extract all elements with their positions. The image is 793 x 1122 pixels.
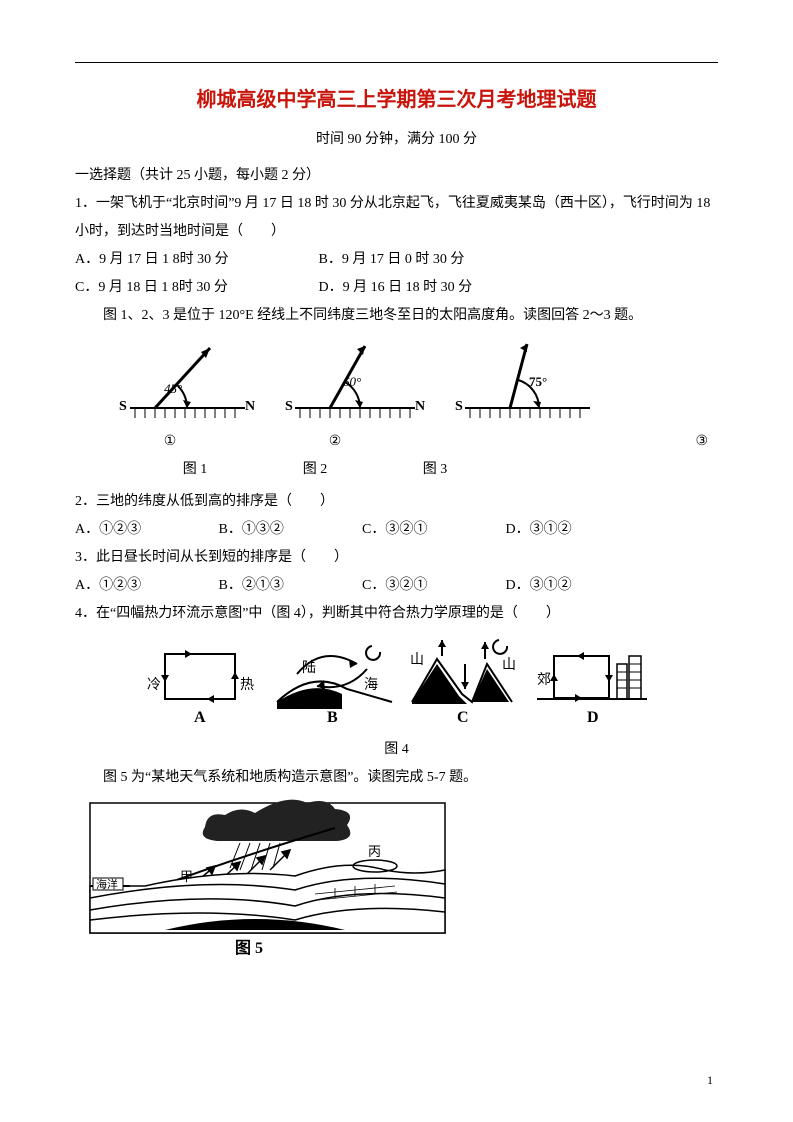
sun-fig-nums: ① ② ③ bbox=[75, 428, 718, 456]
q2-choices: A．①②③ B．①③② C．③②① D．③①② bbox=[75, 516, 718, 544]
fignum-3: ③ bbox=[435, 428, 718, 456]
geology-ocean: 海洋 bbox=[96, 877, 118, 891]
geology-jia: 甲 bbox=[180, 869, 193, 884]
page-top-rule bbox=[75, 62, 718, 63]
geology-figure: 海洋 甲 丙 图 5 bbox=[85, 798, 455, 958]
figcap-2: 图 2 bbox=[255, 456, 375, 484]
sun-fig-caps: 图 1 图 2 图 3 bbox=[75, 456, 718, 484]
fig5-intro: 图 5 为“某地天气系统和地质构造示意图”。读图完成 5-7 题。 bbox=[75, 764, 718, 792]
q1-optD: D．9 月 16 日 18 时 30 分 bbox=[319, 274, 473, 302]
thermo-figure: 冷 热 A 陆 海 B 山 山 C bbox=[137, 634, 657, 734]
exam-title: 柳城高级中学高三上学期第三次月考地理试题 bbox=[75, 80, 718, 120]
thermo-A-hot: 热 bbox=[240, 677, 254, 693]
q1-optB: B．9 月 17 日 0 时 30 分 bbox=[319, 246, 465, 274]
fig5-caption: 图 5 bbox=[235, 939, 263, 957]
thermo-C-m2: 山 bbox=[502, 657, 516, 673]
angle-2: 60° bbox=[343, 374, 361, 389]
q1-text: 1．一架飞机于“北京时间”9 月 17 日 18 时 30 分从北京起飞，飞往夏… bbox=[75, 190, 718, 246]
angle-1: 45° bbox=[164, 381, 182, 396]
q3-optD: D．③①② bbox=[506, 572, 572, 600]
thermo-C-label: C bbox=[457, 709, 469, 726]
label-S-2: S bbox=[285, 399, 293, 414]
fignum-2: ② bbox=[235, 428, 435, 456]
figcap-1: 图 1 bbox=[135, 456, 255, 484]
q1-optC: C．9 月 18 日 1 8时 30 分 bbox=[75, 274, 315, 302]
geology-bing: 丙 bbox=[368, 844, 381, 859]
q2-optD: D．③①② bbox=[506, 516, 572, 544]
thermo-C-m1: 山 bbox=[410, 652, 424, 668]
q1-choices-row1: A．9 月 17 日 1 8时 30 分 B．9 月 17 日 0 时 30 分 bbox=[75, 246, 718, 274]
q3-choices: A．①②③ B．②①③ C．③②① D．③①② bbox=[75, 572, 718, 600]
sun-angle-figures: 45° S N 60° S N 75° S bbox=[115, 338, 718, 428]
q1-optA: A．9 月 17 日 1 8时 30 分 bbox=[75, 246, 315, 274]
sun-fig-2: 60° S N bbox=[285, 338, 425, 428]
q2-optA: A．①②③ bbox=[75, 516, 215, 544]
q3-optA: A．①②③ bbox=[75, 572, 215, 600]
q4-text: 4．在“四幅热力环流示意图”中（图 4），判断其中符合热力学原理的是（ ） bbox=[75, 600, 718, 628]
label-S-3: S bbox=[455, 399, 463, 414]
q2-text: 2．三地的纬度从低到高的排序是（ ） bbox=[75, 488, 718, 516]
figcap-3: 图 3 bbox=[375, 456, 495, 484]
thermo-B-land: 陆 bbox=[302, 660, 316, 676]
sun-fig-3: 75° S bbox=[455, 338, 595, 428]
exam-subtitle: 时间 90 分钟，满分 100 分 bbox=[75, 126, 718, 154]
thermo-A-label: A bbox=[194, 709, 206, 726]
fignum-1: ① bbox=[105, 428, 235, 456]
q3-text: 3．此日昼长时间从长到短的排序是（ ） bbox=[75, 544, 718, 572]
fig4-caption: 图 4 bbox=[75, 736, 718, 764]
section-heading-mc: 一选择题（共计 25 小题，每小题 2 分） bbox=[75, 162, 718, 190]
page-number: 1 bbox=[707, 1068, 713, 1092]
thermo-D-suburb: 郊 bbox=[537, 671, 551, 688]
q2-optC: C．③②① bbox=[362, 516, 502, 544]
label-N-2: N bbox=[415, 399, 425, 414]
fig123-intro: 图 1、2、3 是位于 120°E 经线上不同纬度三地冬至日的太阳高度角。读图回… bbox=[75, 302, 718, 330]
label-N-1: N bbox=[245, 399, 255, 414]
thermo-D-label: D bbox=[587, 709, 599, 726]
thermo-B-label: B bbox=[327, 709, 338, 726]
q1-choices-row2: C．9 月 18 日 1 8时 30 分 D．9 月 16 日 18 时 30 … bbox=[75, 274, 718, 302]
q3-optB: B．②①③ bbox=[219, 572, 359, 600]
thermo-B-sea: 海 bbox=[364, 677, 378, 693]
thermo-A-cold: 冷 bbox=[147, 677, 161, 693]
q2-optB: B．①③② bbox=[219, 516, 359, 544]
angle-3: 75° bbox=[529, 374, 547, 389]
sun-fig-1: 45° S N bbox=[115, 338, 255, 428]
q3-optC: C．③②① bbox=[362, 572, 502, 600]
label-S-1: S bbox=[119, 399, 127, 414]
